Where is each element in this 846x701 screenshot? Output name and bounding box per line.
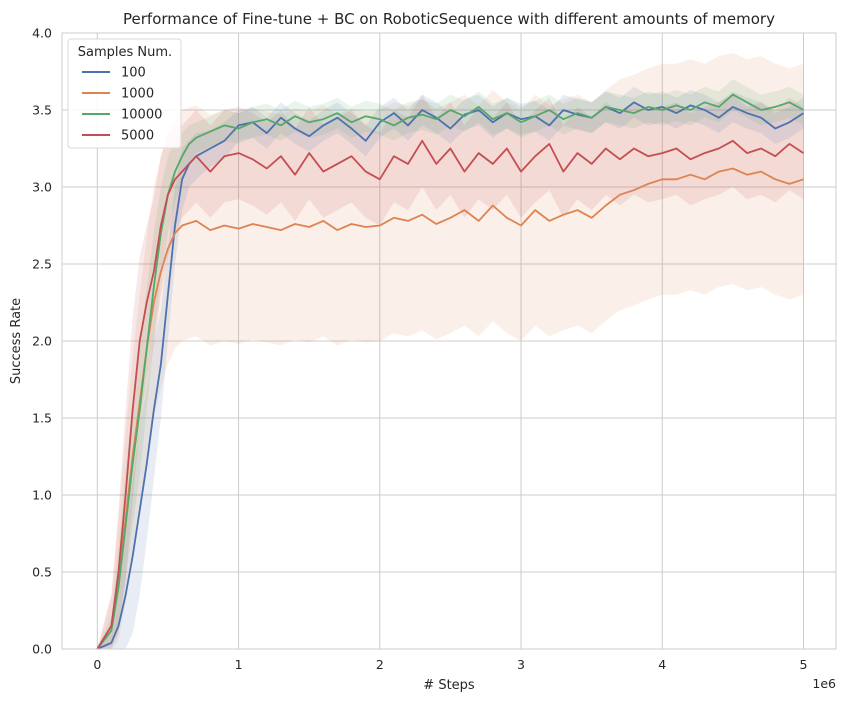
series-band-5000: [97, 94, 804, 650]
y-tick-label: 2.0: [32, 334, 52, 349]
y-tick-label: 3.5: [32, 103, 52, 118]
legend-items: 100 1000 10000 5000: [82, 66, 162, 144]
legend-box: [67, 38, 182, 149]
y-tick-label: 0.5: [32, 565, 52, 580]
y-tick-label: 2.5: [32, 257, 52, 272]
x-tick-label: 3: [517, 657, 525, 672]
x-tick-label: 2: [376, 657, 384, 672]
chart-title: Performance of Fine-tune + BC on Robotic…: [123, 10, 775, 28]
legend-label-5000: 5000: [121, 129, 154, 144]
series-band-1000: [97, 53, 804, 649]
x-tick-labels: 0 1 2 3 4 5: [93, 657, 807, 672]
series-line-1000: [96, 167, 804, 650]
legend-title: Samples Num.: [78, 45, 172, 60]
series-line-100: [96, 101, 804, 650]
series-lines: [96, 93, 804, 650]
legend: Samples Num. 100 1000 10000 5000: [67, 38, 182, 149]
plot-frame: [61, 32, 837, 650]
y-tick-label: 0.0: [32, 642, 52, 657]
x-tick-label: 1: [235, 657, 243, 672]
x-tick-label: 5: [800, 657, 808, 672]
x-axis-offset-label: 1e6: [812, 676, 836, 691]
x-tick-label: 4: [658, 657, 666, 672]
legend-label-10000: 10000: [121, 108, 162, 123]
legend-label-100: 100: [121, 66, 146, 81]
x-tick-label: 0: [93, 657, 101, 672]
confidence-bands: [97, 53, 804, 650]
y-tick-labels: 0.0 0.5 1.0 1.5 2.0 2.5 3.0 3.5 4.0: [32, 26, 52, 657]
x-axis-label: # Steps: [423, 678, 475, 693]
y-axis-label: Success Rate: [9, 298, 24, 384]
y-tick-label: 1.5: [32, 411, 52, 426]
y-tick-label: 4.0: [32, 26, 52, 41]
series-line-10000: [96, 93, 804, 650]
y-tick-label: 1.0: [32, 488, 52, 503]
y-tick-label: 3.0: [32, 180, 52, 195]
legend-label-1000: 1000: [121, 87, 154, 102]
series-line-5000: [96, 139, 804, 650]
